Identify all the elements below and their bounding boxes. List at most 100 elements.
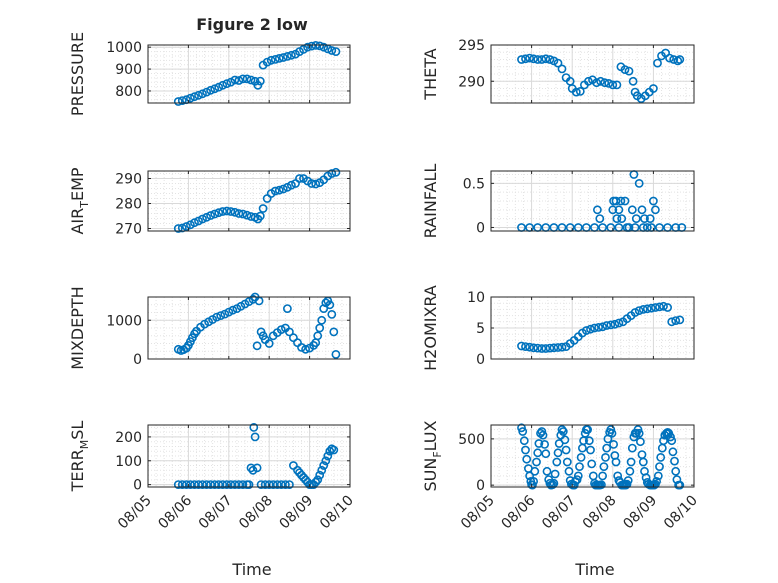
y-tick-label: 800 bbox=[115, 84, 142, 100]
axes-frame bbox=[147, 170, 351, 232]
data-point bbox=[637, 205, 647, 215]
data-point bbox=[222, 206, 232, 216]
data-point bbox=[647, 303, 656, 313]
data-point bbox=[307, 41, 316, 51]
data-point bbox=[598, 322, 607, 332]
data-point bbox=[533, 343, 543, 353]
data-point bbox=[194, 480, 203, 489]
subplot-air-temp: 270 280 290 AIRTEMP bbox=[68, 167, 351, 238]
subplot-rainfall: 0 0.5 RAINFALL bbox=[421, 164, 695, 239]
data-point bbox=[561, 445, 571, 455]
data-point bbox=[587, 459, 597, 469]
data-point bbox=[627, 205, 637, 215]
data-point bbox=[671, 466, 681, 476]
y-axis-label: AIRTEMP bbox=[68, 167, 91, 234]
data-point bbox=[667, 317, 677, 327]
data-point bbox=[230, 207, 240, 217]
data-point bbox=[181, 222, 191, 231]
data-point bbox=[198, 89, 207, 99]
data-point bbox=[665, 53, 674, 63]
data-point bbox=[198, 480, 207, 489]
data-point bbox=[234, 480, 244, 489]
data-point bbox=[611, 196, 621, 206]
data-point bbox=[553, 58, 563, 68]
y-tick-label: 100 bbox=[115, 454, 142, 470]
data-point bbox=[230, 480, 240, 489]
data-point bbox=[584, 436, 594, 446]
data-point bbox=[278, 184, 288, 194]
y-tick-label: 0 bbox=[133, 478, 142, 494]
data-point bbox=[540, 439, 549, 449]
y-axis-label: THETA bbox=[421, 48, 440, 100]
data-point bbox=[242, 210, 252, 220]
data-point bbox=[623, 476, 633, 485]
data-point bbox=[617, 214, 627, 223]
data-point bbox=[586, 324, 595, 334]
data-point bbox=[656, 452, 666, 462]
data-point bbox=[329, 327, 339, 337]
data-point bbox=[557, 64, 567, 74]
subplot-h2omixra: 0 5 10 H2OMIXRA bbox=[421, 285, 695, 371]
data-point bbox=[185, 480, 195, 489]
data-point bbox=[185, 93, 195, 103]
data-point bbox=[655, 302, 664, 312]
data-point bbox=[552, 457, 562, 467]
data-point bbox=[620, 196, 630, 206]
axes-frame bbox=[490, 424, 695, 488]
data-point bbox=[537, 344, 547, 353]
data-point bbox=[634, 428, 644, 438]
data-point bbox=[655, 462, 664, 471]
y-tick-label: 0 bbox=[476, 352, 485, 368]
data-point bbox=[319, 461, 329, 470]
data-point bbox=[214, 208, 224, 218]
y-axis-label: SUNFLUX bbox=[421, 420, 444, 491]
data-point bbox=[611, 457, 621, 467]
y-axis-label: MIXDEPTH bbox=[68, 286, 87, 369]
data-point bbox=[607, 428, 617, 438]
data-point bbox=[325, 446, 335, 456]
data-point bbox=[206, 85, 215, 95]
data-point bbox=[173, 97, 183, 106]
data-point bbox=[604, 79, 614, 88]
data-point bbox=[659, 301, 668, 311]
data-point bbox=[521, 342, 530, 351]
y-tick-label: 0 bbox=[133, 352, 142, 368]
data-point bbox=[596, 76, 605, 86]
data-point bbox=[190, 218, 199, 228]
data-point bbox=[671, 316, 681, 325]
data-point bbox=[250, 432, 260, 442]
data-point bbox=[649, 196, 658, 206]
data-point bbox=[616, 196, 626, 206]
data-point bbox=[274, 185, 284, 195]
y-axis-label: RAINFALL bbox=[421, 164, 440, 239]
data-point bbox=[529, 343, 538, 353]
data-point bbox=[553, 448, 563, 458]
data-point bbox=[317, 465, 327, 475]
data-point bbox=[297, 342, 306, 352]
data-point bbox=[624, 66, 634, 76]
data-point bbox=[521, 54, 530, 64]
data-point bbox=[518, 427, 528, 436]
data-point bbox=[202, 480, 211, 489]
data-point bbox=[541, 449, 551, 459]
y-tick-label: 290 bbox=[115, 172, 142, 188]
data-point bbox=[558, 427, 568, 436]
data-point bbox=[194, 90, 203, 100]
data-point bbox=[238, 480, 248, 489]
data-point bbox=[608, 80, 618, 90]
data-point bbox=[560, 435, 570, 445]
data-point bbox=[548, 480, 558, 490]
data-point bbox=[666, 432, 675, 442]
y-tick-label: 900 bbox=[115, 62, 142, 78]
plot-area bbox=[148, 45, 350, 103]
data-point bbox=[575, 462, 584, 471]
data-point bbox=[675, 55, 685, 64]
data-point bbox=[210, 209, 220, 219]
data-point bbox=[315, 41, 325, 51]
data-point bbox=[593, 205, 602, 215]
data-point bbox=[226, 480, 236, 489]
y-tick-label: 270 bbox=[115, 222, 142, 238]
data-point bbox=[626, 457, 636, 467]
data-point bbox=[246, 75, 256, 85]
